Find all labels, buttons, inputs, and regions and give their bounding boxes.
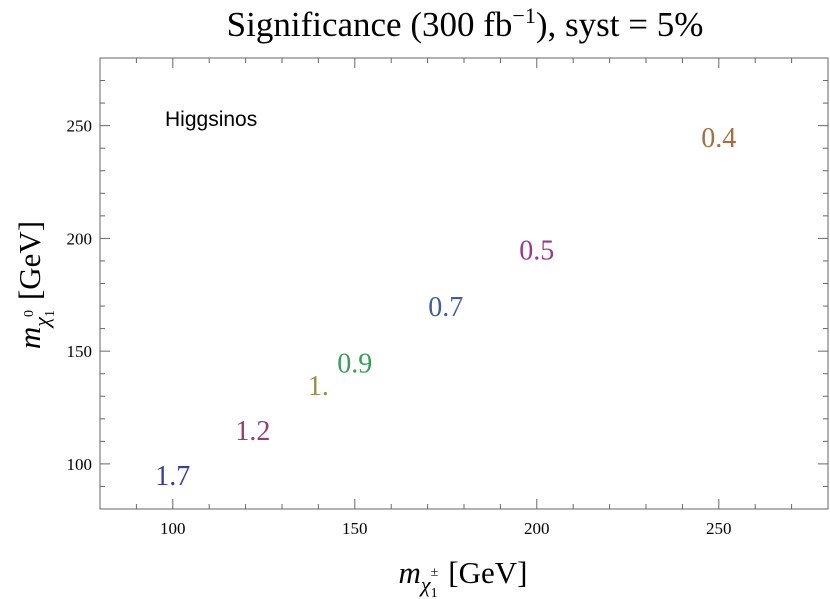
y-axis-label: mχ10[GeV] (12, 221, 58, 349)
significance-label: 0.7 (428, 292, 463, 323)
x-tick-label: 250 (706, 519, 732, 538)
x-tick-label: 100 (160, 519, 186, 538)
significance-label: 0.9 (337, 348, 372, 379)
y-tick-label: 100 (67, 455, 93, 474)
data-labels: 1.7 1.2 1. 0.9 0.7 0.5 0.4 (155, 123, 736, 492)
x-axis-label: mχ1± [GeV] (399, 555, 528, 599)
x-tick-label: 150 (342, 519, 368, 538)
significance-label: 1.2 (235, 416, 270, 447)
y-tick-label: 150 (67, 342, 93, 361)
chart-title: Significance (300 fb−1), syst = 5% (227, 3, 704, 44)
y-tick-label: 250 (67, 117, 93, 136)
tick-marks (99, 57, 829, 510)
significance-label: 0.4 (701, 123, 736, 154)
higgsinos-annotation: Higgsinos (165, 108, 257, 131)
significance-label: 0.5 (519, 236, 554, 267)
significance-label: 1. (308, 371, 329, 402)
significance-label: 1.7 (155, 461, 190, 492)
x-tick-label: 200 (524, 519, 550, 538)
tick-labels: 100 150 200 250 100 150 200 250 (67, 117, 732, 538)
y-tick-label: 200 (67, 229, 93, 248)
